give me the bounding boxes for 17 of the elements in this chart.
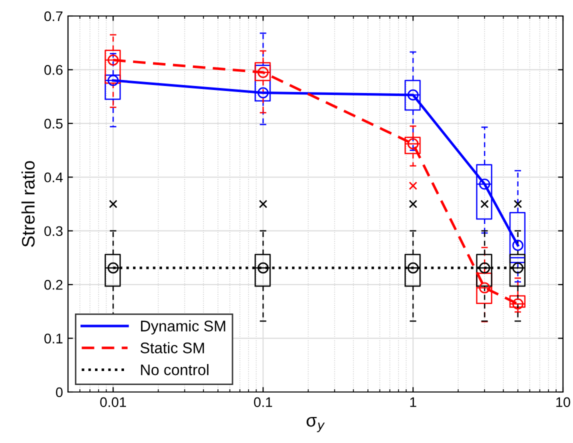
legend-label: Dynamic SM [141, 320, 226, 334]
y-tick-label: 0.5 [44, 118, 63, 129]
y-tick-label: 0.1 [44, 334, 62, 344]
x-axis-title: σ$_{y}$ [306, 417, 325, 432]
y-tick-label: 0 [56, 387, 63, 398]
x-tick-label: 0.01 [100, 397, 126, 408]
legend-label: No control [141, 364, 208, 376]
y-tick-label: 0.2 [44, 280, 62, 290]
x-tick-label: 0.1 [254, 397, 272, 408]
y-tick-label: 0.6 [44, 65, 63, 75]
y-tick-label: 0.4 [44, 172, 63, 182]
y-tick-label: 0.3 [44, 226, 63, 236]
y-tick-label: 0.7 [44, 11, 62, 22]
x-tick-label: 10 [556, 397, 570, 408]
x-tick-label: 1 [410, 397, 416, 407]
y-axis-title: Strehl ratio [21, 161, 35, 247]
legend-label: Static SM [140, 342, 204, 354]
